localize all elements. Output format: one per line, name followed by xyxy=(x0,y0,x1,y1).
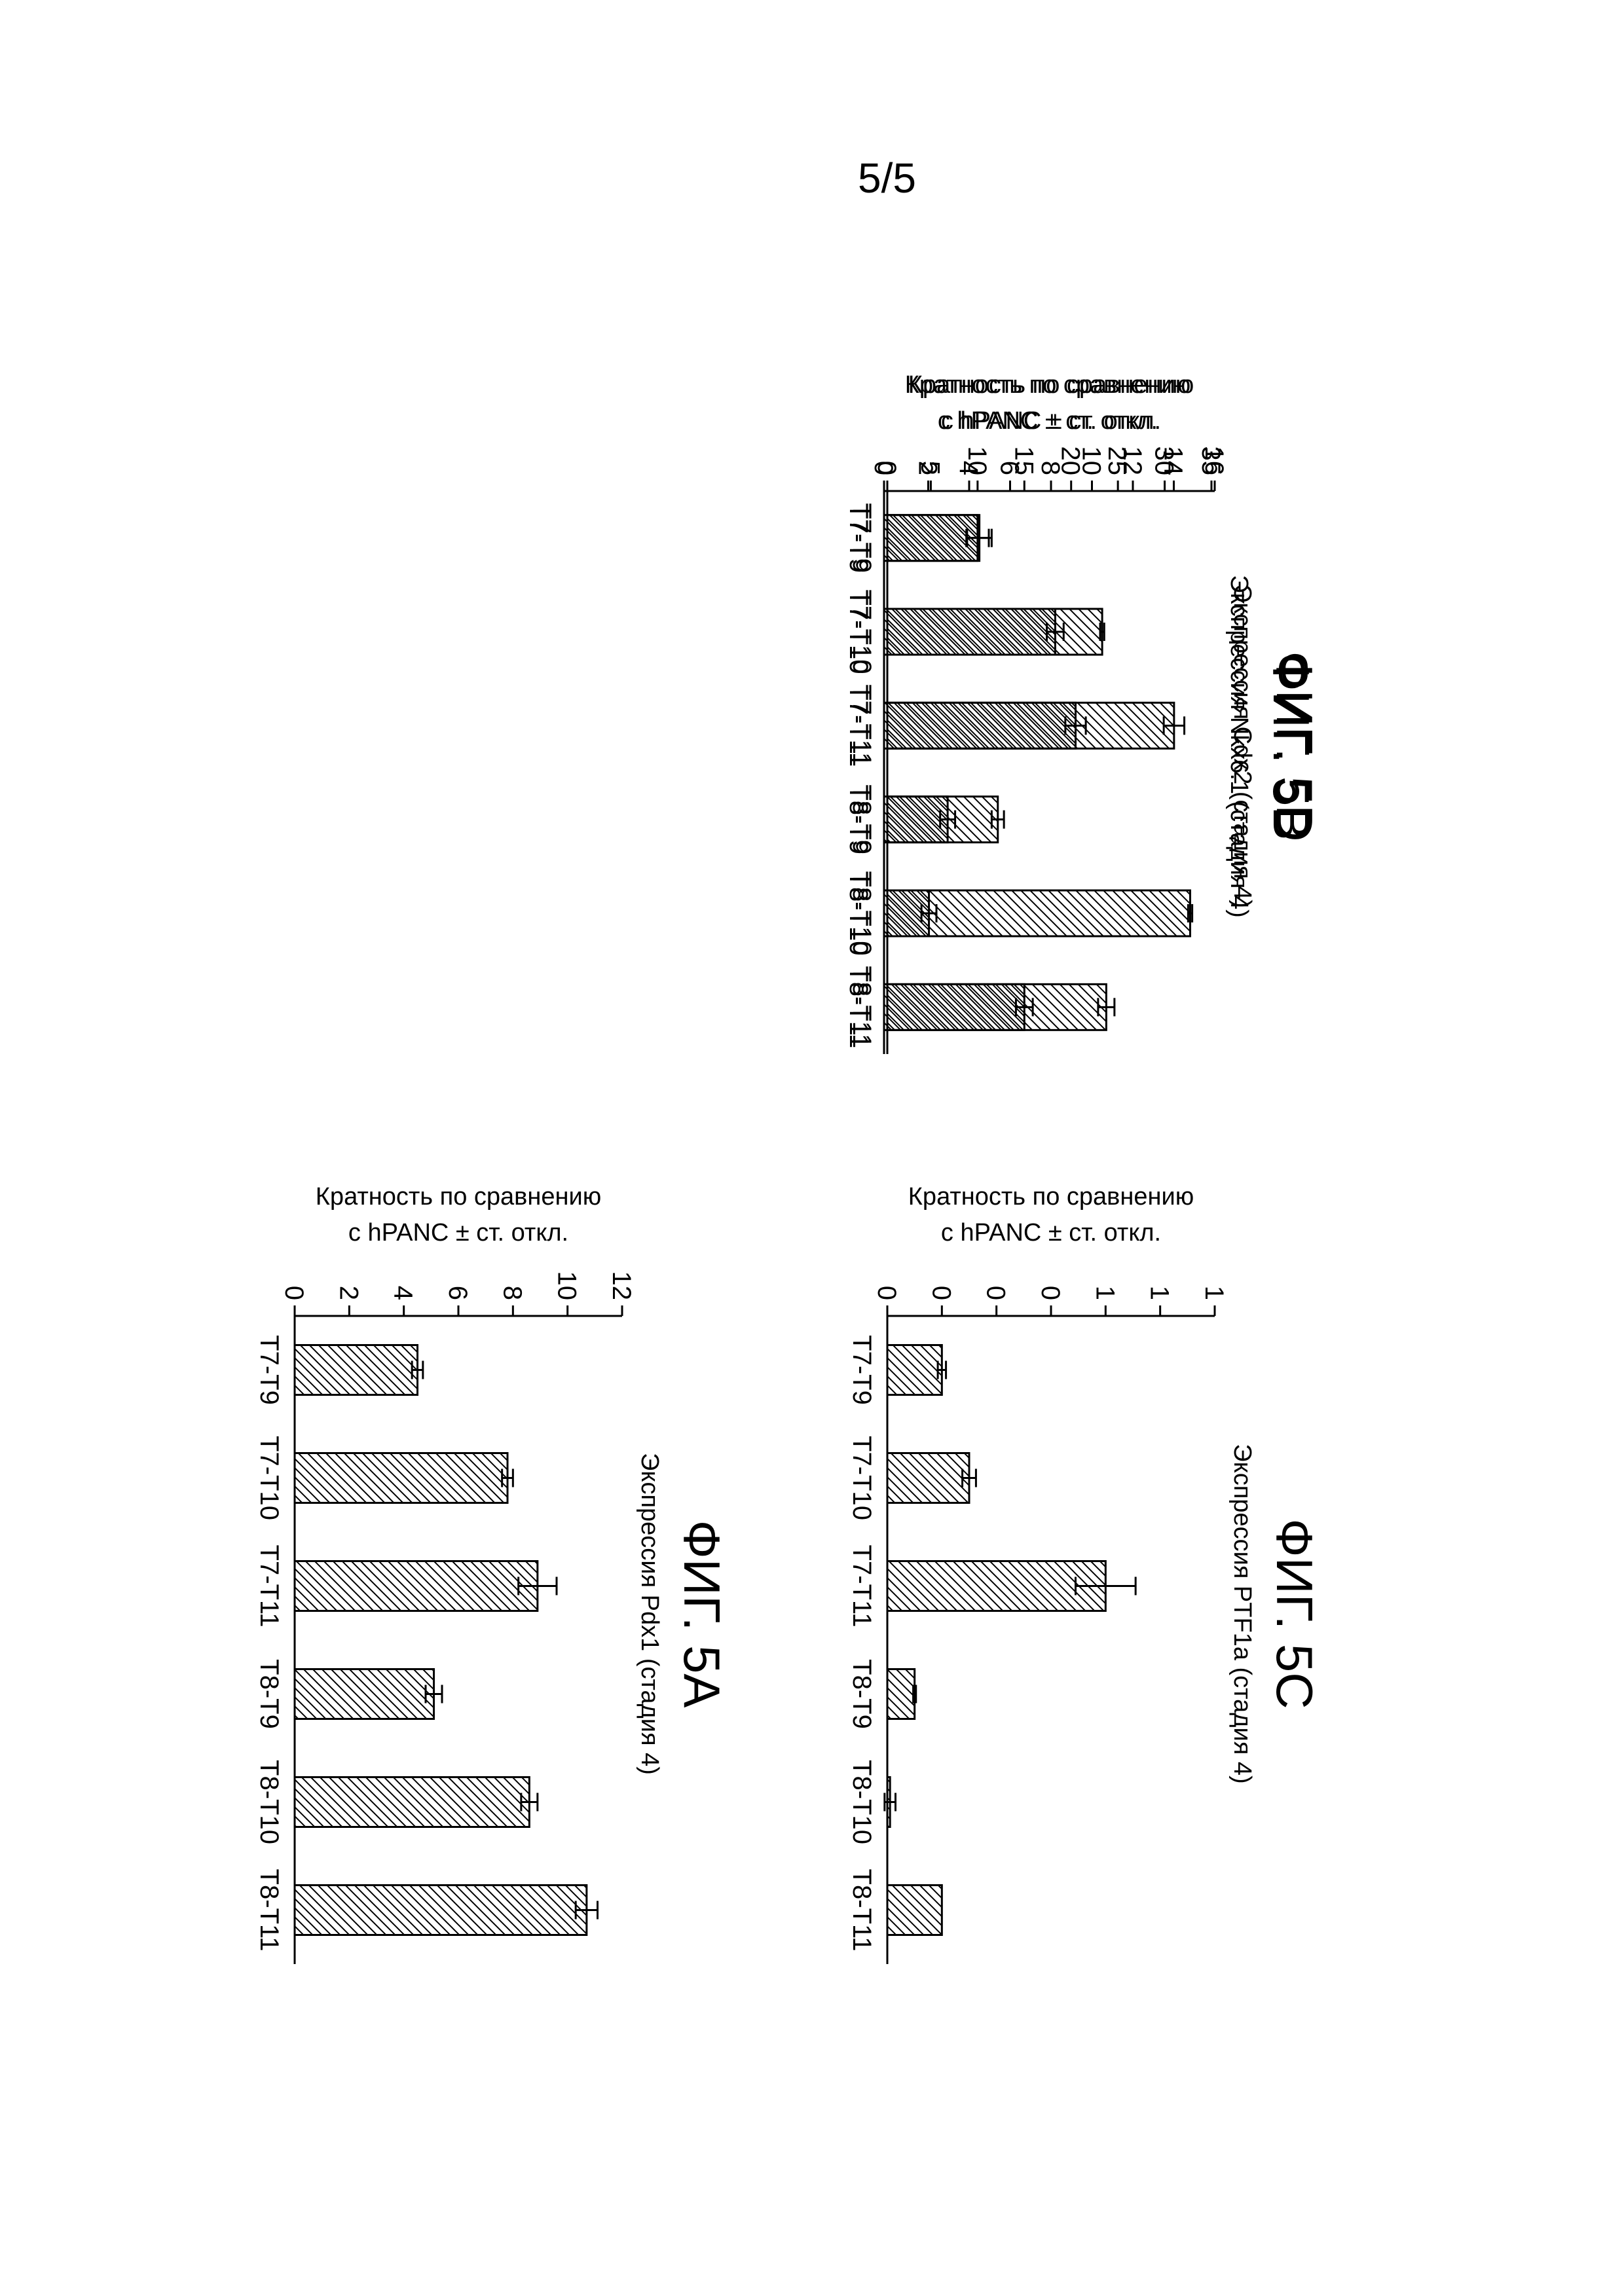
chart-title: Экспрессия Pdx1 (стадия 4) xyxy=(636,1453,663,1775)
x-tick-label: T7-T11 xyxy=(847,1545,876,1628)
bar xyxy=(887,1886,942,1935)
y-tick-label: 0 xyxy=(1036,1286,1065,1300)
x-tick-label: T8-T9 xyxy=(847,784,876,854)
bar xyxy=(887,1669,915,1719)
bar xyxy=(295,1669,434,1719)
x-tick-label: T8-T11 xyxy=(847,1869,876,1952)
y-tick-label: 8 xyxy=(1036,461,1065,475)
y-tick-label: 8 xyxy=(498,1286,526,1300)
chart-panel-5d: ФИГ. 5D Экспрессия Cdx2 (стадия 4) Кратнос… xyxy=(868,347,1339,1133)
x-tick-label: T7-T10 xyxy=(255,1436,284,1520)
x-tick-label: T8-T10 xyxy=(847,1760,876,1844)
y-tick-label: 10 xyxy=(553,1271,581,1301)
x-tick-label: T7-T9 xyxy=(255,1335,284,1405)
bar xyxy=(295,1561,538,1611)
figure-label: ФИГ. 5A xyxy=(673,1520,731,1708)
x-tick-label: T8-T11 xyxy=(255,1869,284,1952)
y-tick-label: 4 xyxy=(389,1286,418,1300)
y-axis-label-line2: с hPANC ± ст. откл. xyxy=(348,1219,568,1247)
bar xyxy=(887,797,998,843)
bar xyxy=(887,515,980,561)
y-tick-label: 6 xyxy=(443,1286,472,1300)
bar xyxy=(887,1561,1105,1611)
chart-panel-5a: ФИГ. 5A Экспрессия Pdx1 (стадия 4) Кратнос… xyxy=(275,1159,747,2062)
y-tick-label: 1 xyxy=(1200,1286,1228,1300)
bar xyxy=(887,609,1102,655)
x-tick-label: T7-T11 xyxy=(255,1545,284,1628)
x-tick-label: T7-T11 xyxy=(847,684,876,767)
y-axis-label-line1: Кратность по сравнению xyxy=(908,1183,1194,1211)
y-tick-label: 0 xyxy=(872,461,901,475)
y-tick-label: 0 xyxy=(982,1286,1010,1300)
y-tick-label: 1 xyxy=(1145,1286,1174,1300)
chart-title: Экспрессия PTF1a (стадия 4) xyxy=(1228,1444,1256,1783)
y-axis-label-line2: с hPANC ± ст. откл. xyxy=(941,407,1161,435)
bar xyxy=(887,1345,942,1395)
y-tick-label: 0 xyxy=(872,1286,901,1300)
y-tick-label: 6 xyxy=(995,461,1024,475)
x-tick-label: T7-T9 xyxy=(847,503,876,573)
bar xyxy=(887,984,1106,1030)
figure-label: ФИГ. 5C xyxy=(1266,1518,1323,1709)
y-tick-label: 12 xyxy=(1118,446,1147,476)
y-tick-label: 0 xyxy=(280,1286,308,1300)
x-tick-label: T8-T9 xyxy=(255,1659,284,1729)
chart-title: Экспрессия Cdx2 (стадия 4) xyxy=(1228,585,1256,908)
chart-panel-5c: ФИГ. 5C Экспрессия PTF1a (стадия 4) Кратно… xyxy=(868,1159,1339,2062)
x-tick-label: T8-T10 xyxy=(847,871,876,956)
x-tick-label: T8-T10 xyxy=(255,1760,284,1844)
bar xyxy=(295,1777,529,1827)
bar xyxy=(887,702,1076,748)
y-tick-label: 10 xyxy=(1077,446,1106,476)
page-number: 5/5 xyxy=(858,154,916,202)
y-axis-label-line1: Кратность по сравнению xyxy=(316,1183,601,1211)
x-tick-label: T7-T10 xyxy=(847,590,876,674)
y-axis-label-line2: с hPANC ± ст. откл. xyxy=(941,1219,1161,1247)
bar xyxy=(887,1453,969,1503)
y-tick-label: 14 xyxy=(1159,446,1188,476)
y-tick-label: 1 xyxy=(1090,1286,1119,1300)
x-tick-label: T7-T10 xyxy=(847,1436,876,1520)
figure-label: ФИГ. 5D xyxy=(1266,651,1323,841)
y-tick-label: 4 xyxy=(954,461,983,475)
y-tick-label: 12 xyxy=(607,1271,636,1301)
bar xyxy=(295,1453,507,1503)
y-tick-label: 2 xyxy=(913,461,942,475)
x-tick-label: T8-T11 xyxy=(847,966,876,1048)
y-tick-label: 0 xyxy=(927,1286,955,1300)
x-tick-label: T7-T9 xyxy=(847,1335,876,1405)
y-tick-label: 16 xyxy=(1200,446,1228,476)
y-tick-label: 2 xyxy=(334,1286,363,1300)
bar xyxy=(887,890,1190,936)
x-tick-label: T8-T9 xyxy=(847,1659,876,1729)
y-axis-label-line1: Кратность по сравнению xyxy=(908,371,1194,399)
bar xyxy=(295,1886,587,1935)
bar xyxy=(295,1345,418,1395)
